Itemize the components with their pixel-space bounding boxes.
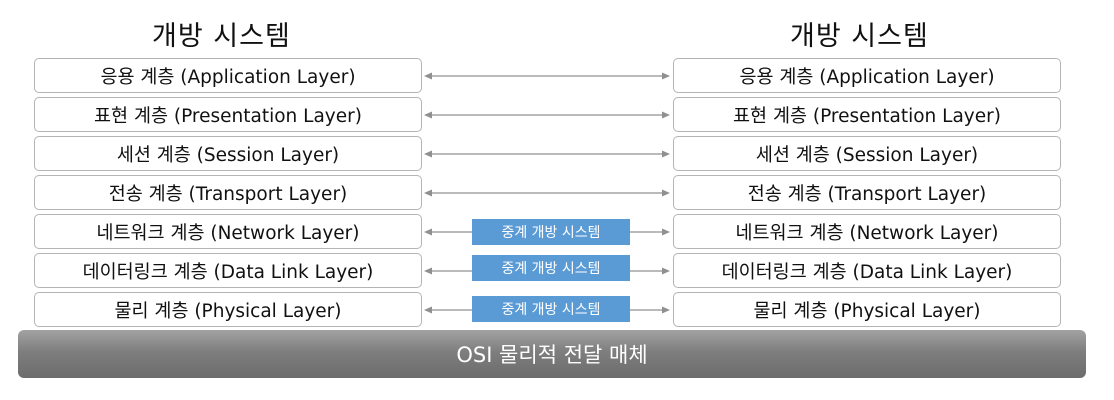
left-layer-network: 네트워크 계층 (Network Layer) bbox=[34, 214, 422, 249]
left-layer-datalink: 데이터링크 계층 (Data Link Layer) bbox=[34, 253, 422, 288]
right-layer-presentation: 표현 계층 (Presentation Layer) bbox=[673, 97, 1061, 132]
peer-arrow-session bbox=[424, 150, 670, 158]
right-layer-datalink: 데이터링크 계층 (Data Link Layer) bbox=[673, 253, 1061, 288]
relay-system-network: 중계 개방 시스템 bbox=[472, 219, 630, 245]
peer-arrow-presentation bbox=[424, 111, 670, 119]
right-layer-network: 네트워크 계층 (Network Layer) bbox=[673, 214, 1061, 249]
physical-medium-bar: OSI 물리적 전달 매체 bbox=[18, 330, 1086, 378]
right-layer-session: 세션 계층 (Session Layer) bbox=[673, 136, 1061, 171]
relay-system-datalink: 중계 개방 시스템 bbox=[472, 255, 630, 281]
right-layer-application: 응용 계층 (Application Layer) bbox=[673, 58, 1061, 93]
left-layer-transport: 전송 계층 (Transport Layer) bbox=[34, 175, 422, 210]
right-layer-transport: 전송 계층 (Transport Layer) bbox=[673, 175, 1061, 210]
peer-arrow-transport bbox=[424, 189, 670, 197]
left-layer-presentation: 표현 계층 (Presentation Layer) bbox=[34, 97, 422, 132]
relay-system-physical: 중계 개방 시스템 bbox=[472, 296, 630, 322]
peer-arrow-application bbox=[424, 72, 670, 80]
left-layer-application: 응용 계층 (Application Layer) bbox=[34, 58, 422, 93]
right-system-title: 개방 시스템 bbox=[790, 21, 929, 52]
left-layer-physical: 물리 계층 (Physical Layer) bbox=[34, 292, 422, 327]
right-layer-physical: 물리 계층 (Physical Layer) bbox=[673, 292, 1061, 327]
left-system-title: 개방 시스템 bbox=[152, 21, 291, 52]
left-layer-session: 세션 계층 (Session Layer) bbox=[34, 136, 422, 171]
